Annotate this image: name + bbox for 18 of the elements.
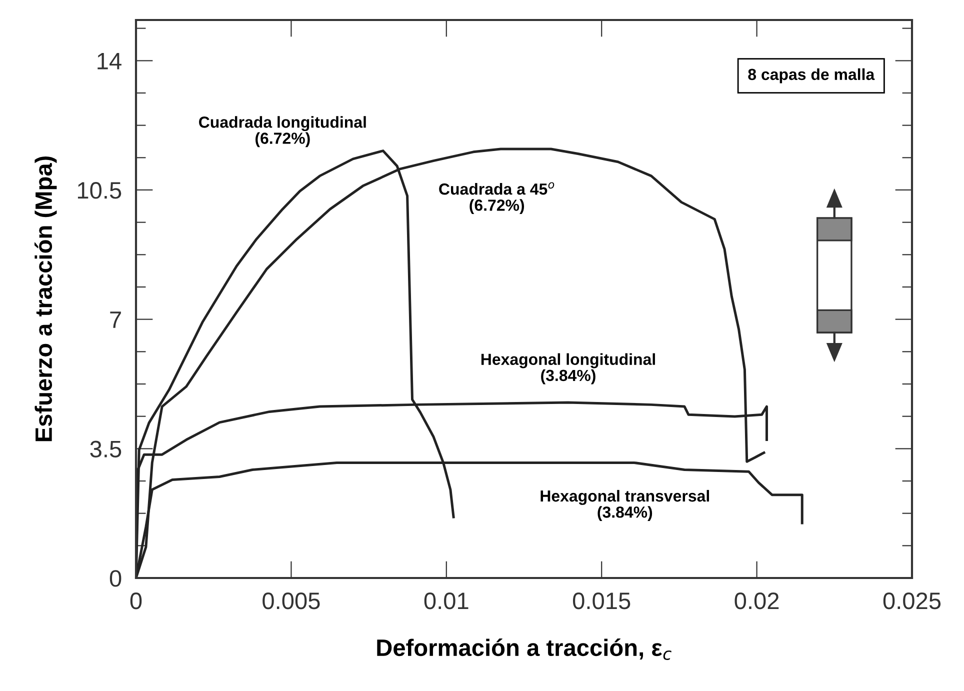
- x-axis-title: Deformación a tracción, ε$_{c}$: [377, 638, 672, 660]
- x-tick-label: 0.01: [424, 592, 468, 610]
- series-label: Hexagonal longitudinal (3.84%): [481, 353, 655, 384]
- series-label: Cuadrada longitudinal (6.72%): [199, 116, 366, 148]
- y-tick-label: 14: [98, 52, 122, 70]
- x-tick-label: 0.005: [262, 592, 320, 610]
- annotation: 8 capas de malla: [748, 68, 875, 84]
- x-tick-label: 0.015: [572, 592, 630, 610]
- y-tick-label: 7: [110, 312, 121, 328]
- x-tick-label: 0.025: [883, 592, 941, 610]
- series-label: Hexagonal transversal (3.84%): [540, 490, 709, 521]
- text: Cuadrada a 45$^{o}$ (6.72%): [439, 182, 554, 214]
- y-tick-label: 10.5: [78, 182, 122, 199]
- y-tick-label: 0: [110, 570, 122, 587]
- x-tick-label: 0: [130, 592, 142, 610]
- x-tick-label: 0.02: [734, 592, 779, 610]
- y-axis-title: Esfuerzo a tracción (Mpa): [34, 156, 57, 442]
- y-tick-label: 3.5: [90, 440, 122, 458]
